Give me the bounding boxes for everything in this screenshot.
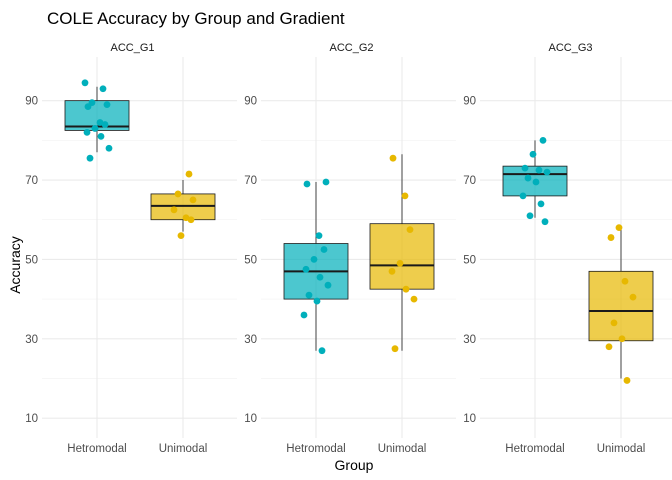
- data-point: [318, 347, 326, 355]
- data-point: [532, 178, 540, 186]
- data-point: [541, 218, 549, 226]
- data-point: [99, 85, 107, 93]
- x-tick-label: Hetromodal: [67, 443, 126, 455]
- data-point: [91, 125, 99, 132]
- data-point: [388, 267, 396, 275]
- y-tick-label: 70: [25, 175, 38, 187]
- box-hetromodal: [502, 136, 568, 226]
- facet-strip-label: ACC_G2: [329, 42, 373, 54]
- data-point: [81, 79, 89, 87]
- box-unimodal: [369, 154, 435, 353]
- x-tick-label: Unimodal: [378, 443, 427, 455]
- data-point: [324, 281, 332, 289]
- box-unimodal: [588, 224, 654, 384]
- data-point: [401, 192, 409, 200]
- data-point: [406, 226, 414, 234]
- data-point: [313, 297, 321, 305]
- data-point: [103, 101, 111, 109]
- data-point: [189, 196, 197, 204]
- box-iqr: [588, 270, 654, 342]
- data-point: [396, 259, 404, 267]
- facet-panel-acc_g3: ACC_G3 10 30 50 70 90 Hetromodal Unimodal: [463, 42, 672, 455]
- data-point: [524, 174, 532, 182]
- data-point: [310, 256, 318, 263]
- data-point: [618, 335, 626, 343]
- box-hetromodal: [283, 178, 349, 355]
- data-point: [97, 132, 105, 140]
- data-point: [305, 291, 313, 299]
- y-tick-label: 30: [244, 334, 257, 346]
- data-point: [315, 232, 323, 239]
- y-tick-label: 50: [463, 254, 476, 266]
- data-point: [629, 293, 637, 301]
- box-unimodal: [150, 170, 216, 239]
- data-point: [187, 216, 195, 224]
- data-point: [83, 129, 91, 136]
- y-tick-label: 30: [25, 334, 38, 346]
- data-point: [410, 295, 418, 303]
- data-point: [322, 178, 330, 186]
- data-point: [621, 277, 629, 285]
- data-point: [84, 103, 92, 111]
- x-axis-label: Group: [335, 457, 374, 473]
- data-point: [539, 136, 547, 144]
- x-tick-label: Hetromodal: [505, 443, 564, 455]
- y-tick-label: 50: [244, 254, 257, 266]
- x-tick-label: Hetromodal: [286, 443, 345, 455]
- facet-panel-acc_g1: ACC_G1 10 30 50 70 90 Hetromodal Unimodal: [25, 42, 237, 455]
- facet-panel-acc_g2: ACC_G2 10 30 50 70 90 Hetromodal Unimodal: [244, 42, 456, 455]
- data-point: [300, 311, 308, 319]
- data-point: [105, 144, 113, 152]
- facet-strip-label: ACC_G1: [110, 42, 154, 54]
- box-hetromodal: [64, 79, 130, 162]
- facet-strip-label: ACC_G3: [548, 42, 592, 54]
- data-point: [605, 343, 613, 351]
- data-point: [101, 121, 109, 128]
- y-tick-label: 10: [244, 413, 257, 425]
- y-tick-label: 10: [25, 413, 38, 425]
- chart-title: COLE Accuracy by Group and Gradient: [47, 9, 345, 28]
- data-point: [402, 285, 410, 293]
- y-tick-label: 70: [463, 175, 476, 187]
- data-point: [177, 232, 185, 239]
- x-tick-label: Unimodal: [597, 443, 646, 455]
- data-point: [526, 212, 534, 220]
- data-point: [519, 192, 527, 200]
- data-point: [86, 154, 94, 162]
- y-tick-label: 30: [463, 334, 476, 346]
- data-point: [543, 168, 551, 176]
- y-tick-label: 50: [25, 254, 38, 266]
- data-point: [623, 377, 631, 384]
- data-point: [302, 265, 310, 273]
- y-tick-label: 90: [463, 96, 476, 108]
- data-point: [389, 154, 397, 162]
- data-point: [316, 273, 324, 281]
- y-tick-label: 90: [244, 96, 257, 108]
- data-point: [170, 206, 178, 214]
- data-point: [521, 164, 529, 172]
- data-point: [535, 166, 543, 174]
- x-tick-label: Unimodal: [159, 443, 208, 455]
- y-tick-label: 10: [463, 413, 476, 425]
- data-point: [529, 150, 537, 158]
- data-point: [537, 200, 545, 208]
- box-iqr: [369, 223, 435, 290]
- data-point: [610, 319, 618, 327]
- data-point: [320, 246, 328, 253]
- y-axis-label: Accuracy: [7, 236, 23, 294]
- data-point: [391, 345, 399, 353]
- data-point: [615, 224, 623, 232]
- data-point: [174, 190, 182, 198]
- y-tick-label: 70: [244, 175, 257, 187]
- data-point: [607, 234, 615, 241]
- y-tick-label: 90: [25, 96, 38, 108]
- data-point: [303, 180, 311, 188]
- data-point: [185, 170, 193, 178]
